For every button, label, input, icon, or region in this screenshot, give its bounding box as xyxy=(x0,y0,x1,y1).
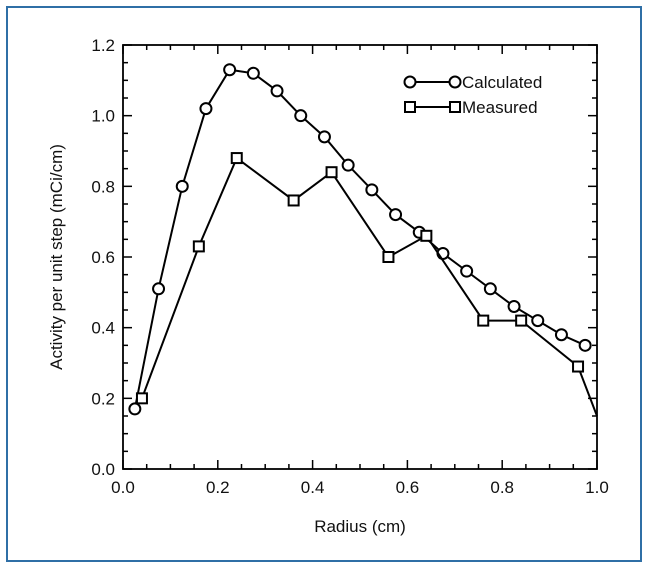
data-point-square xyxy=(287,194,300,207)
data-point-square xyxy=(572,360,585,373)
legend-item-measured: Measured xyxy=(404,98,538,117)
data-point-circle xyxy=(341,158,355,172)
data-point-circle xyxy=(531,314,545,328)
data-point-circle xyxy=(460,264,474,278)
y-tick-label: 0.0 xyxy=(91,460,115,479)
data-point-square xyxy=(135,392,148,405)
data-point-circle xyxy=(270,84,284,98)
data-point-circle xyxy=(223,63,237,77)
legend-label-measured: Measured xyxy=(462,98,538,117)
data-point-circle xyxy=(199,102,213,116)
series-line xyxy=(141,156,598,417)
data-point-circle xyxy=(389,208,403,222)
data-point-circle xyxy=(578,338,592,352)
data-point-circle xyxy=(152,282,166,296)
data-point-circle xyxy=(128,402,142,416)
data-point-circle xyxy=(294,109,308,123)
data-point-circle xyxy=(175,179,189,193)
data-point-circle xyxy=(507,299,521,313)
data-point-circle xyxy=(483,282,497,296)
y-axis-ticks: 0.0 0.2 0.4 0.6 0.8 1.0 1.2 xyxy=(91,36,597,479)
legend: Calculated Measured xyxy=(403,73,542,117)
x-axis-label: Radius (cm) xyxy=(314,517,406,536)
data-point-square xyxy=(382,251,395,263)
legend-label-calculated: Calculated xyxy=(462,73,542,92)
data-point-circle xyxy=(554,328,568,342)
legend-item-calculated: Calculated xyxy=(403,73,542,92)
y-tick-label: 0.8 xyxy=(91,177,115,196)
y-tick-label: 1.2 xyxy=(91,36,115,55)
data-point-square xyxy=(515,314,528,327)
data-point-circle xyxy=(365,183,379,197)
legend-circle-marker xyxy=(448,75,462,89)
y-tick-label: 0.6 xyxy=(91,248,115,267)
series-calculated xyxy=(128,63,592,416)
data-point-square xyxy=(325,166,338,179)
legend-square-marker xyxy=(404,101,416,113)
data-point-circle xyxy=(317,130,331,144)
x-tick-label: 0.4 xyxy=(301,478,325,497)
series-measured xyxy=(135,152,598,417)
x-tick-label: 0.8 xyxy=(490,478,514,497)
series-layer xyxy=(128,63,598,417)
data-point-circle xyxy=(246,66,260,80)
y-tick-label: 0.4 xyxy=(91,319,115,338)
data-point-square xyxy=(420,229,433,242)
x-tick-label: 1.0 xyxy=(585,478,609,497)
data-point-square xyxy=(477,314,490,327)
legend-square-marker xyxy=(449,101,461,113)
x-tick-label: 0.6 xyxy=(396,478,420,497)
data-point-square xyxy=(230,152,243,165)
y-tick-label: 0.2 xyxy=(91,389,115,408)
x-tick-label: 0.0 xyxy=(111,478,135,497)
x-axis-ticks: 0.0 0.2 0.4 0.6 0.8 1.0 xyxy=(111,45,609,497)
y-axis-label: Activity per unit step (mCi/cm) xyxy=(47,144,66,370)
data-point-square xyxy=(192,240,205,253)
legend-circle-marker xyxy=(403,75,417,89)
y-tick-label: 1.0 xyxy=(91,107,115,126)
x-tick-label: 0.2 xyxy=(206,478,230,497)
